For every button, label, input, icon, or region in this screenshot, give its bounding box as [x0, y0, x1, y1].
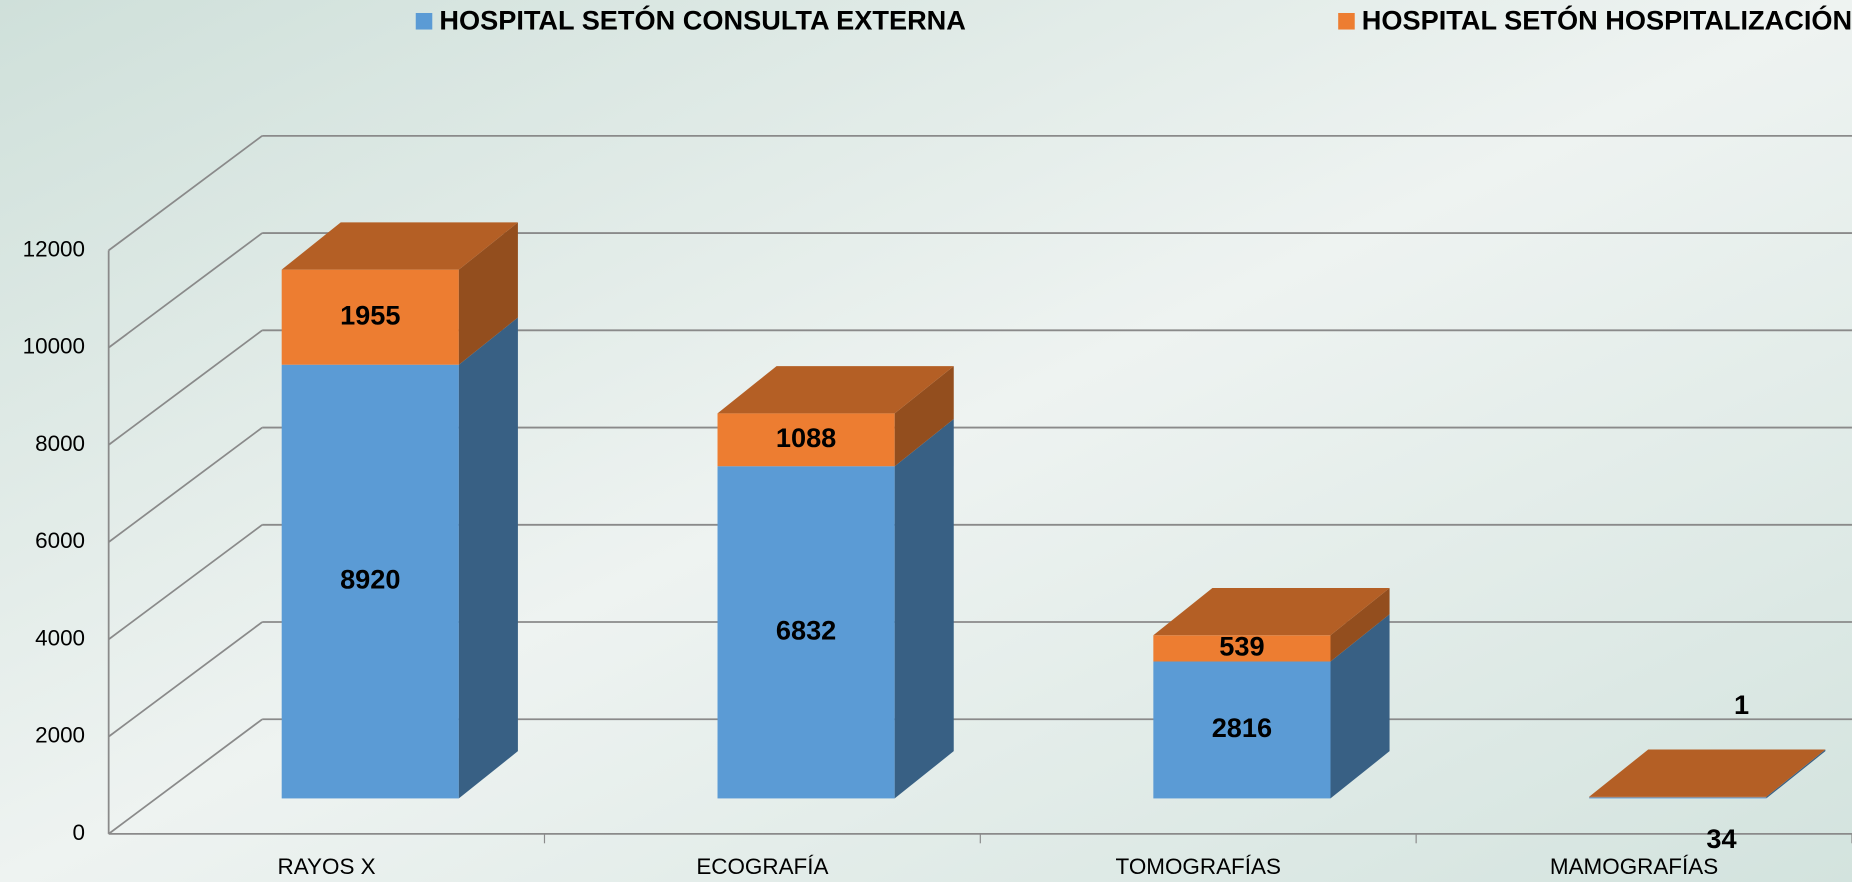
bar-side — [458, 222, 518, 365]
bar-side — [1330, 614, 1390, 799]
bar-top — [717, 366, 954, 414]
bar-segment — [1589, 796, 1767, 799]
legend-swatch — [415, 12, 433, 30]
y-tick-label: 8000 — [35, 431, 85, 456]
bar-side — [1766, 749, 1826, 799]
bar-segment — [281, 364, 459, 799]
plot-area: 0 2000 4000 6000 8000 10000 12000 HOSPITAL SETÓ… — [23, 5, 1852, 879]
x-tick-label: ECOGRAFÍA — [696, 854, 828, 879]
data-label: 2816 — [1212, 712, 1272, 743]
legend-swatch — [1338, 12, 1355, 30]
y-tick-label: 4000 — [35, 625, 85, 650]
x-tick-label: RAYOS X — [278, 854, 376, 879]
y-tick-label: 6000 — [35, 528, 85, 553]
data-label: 539 — [1219, 631, 1264, 662]
bar-segment — [281, 269, 459, 365]
x-tick-label: MAMOGRAFÍAS — [1550, 854, 1718, 879]
bar-side — [458, 317, 518, 799]
bar-segment — [1153, 661, 1331, 799]
data-label: 34 — [1706, 823, 1736, 854]
y-tick-label: 2000 — [35, 723, 85, 748]
legend-label: HOSPITAL SETÓN CONSULTA EXTERNA — [439, 5, 966, 36]
legend-label: HOSPITAL SETÓN HOSPITALIZACIÓN — [1362, 5, 1852, 36]
bar-top — [281, 222, 518, 270]
bar-side — [894, 366, 954, 467]
bar-segment — [1589, 796, 1767, 798]
grid-line — [108, 524, 263, 641]
bar-segment — [1153, 635, 1331, 662]
data-label: 1088 — [776, 422, 836, 453]
grid-line — [108, 718, 263, 835]
data-label: 1955 — [340, 299, 400, 330]
grid-line — [108, 232, 263, 349]
bar-segment — [717, 413, 895, 467]
data-label: 8920 — [340, 564, 400, 595]
x-tick-label: TOMOGRAFÍAS — [1116, 854, 1281, 879]
bar-side — [1766, 749, 1826, 797]
y-tick-label: 0 — [73, 820, 85, 845]
bar-segment — [717, 466, 895, 799]
bar-side — [894, 418, 954, 799]
bar-top — [1589, 749, 1826, 797]
bar-side — [1330, 588, 1390, 662]
grid-line — [108, 426, 263, 543]
grid-line — [108, 621, 263, 738]
grid-line — [108, 135, 263, 252]
bar-top — [1153, 588, 1390, 636]
y-tick-label: 12000 — [23, 236, 85, 261]
data-label: 6832 — [776, 615, 836, 646]
data-label: 1 — [1734, 689, 1749, 720]
grid-line — [108, 329, 263, 446]
y-tick-label: 10000 — [23, 334, 85, 359]
